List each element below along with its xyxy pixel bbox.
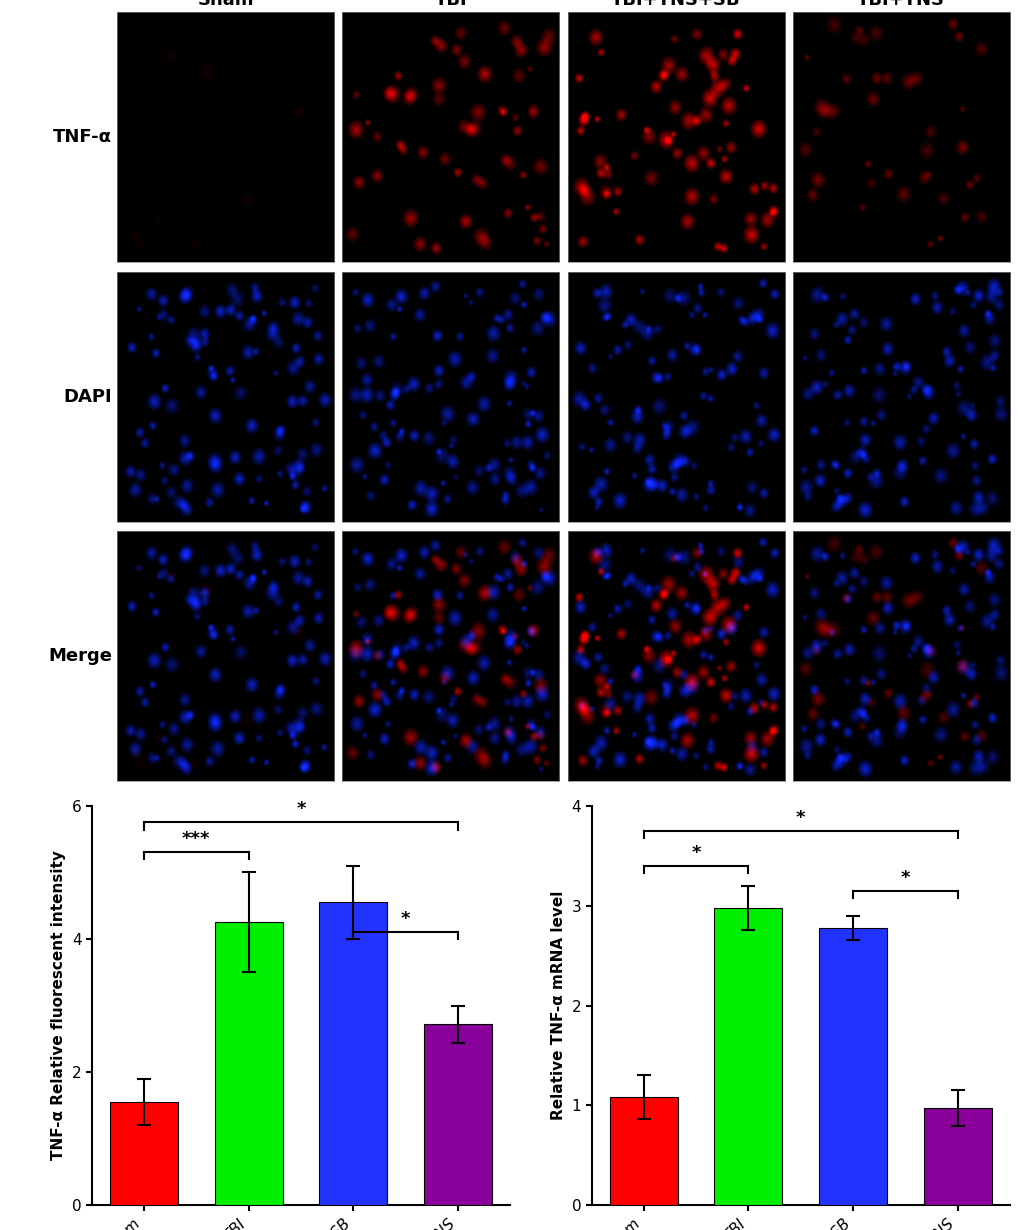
Text: ***: *** — [182, 830, 210, 849]
Y-axis label: TNF-α Relative fluorescent intensity: TNF-α Relative fluorescent intensity — [51, 851, 66, 1160]
Text: TBI+TNS+SB: TBI+TNS+SB — [610, 0, 740, 9]
Bar — [922, 1108, 990, 1205]
Text: TNF-α: TNF-α — [53, 128, 112, 146]
Text: *: * — [795, 808, 805, 827]
Bar — [609, 1097, 678, 1205]
Bar — [423, 1025, 491, 1205]
Text: *: * — [400, 910, 410, 929]
Text: TBI+TNS: TBI+TNS — [856, 0, 945, 9]
Text: Sham: Sham — [198, 0, 254, 9]
Bar — [319, 903, 387, 1205]
Text: Merge: Merge — [48, 647, 112, 665]
Text: TBI: TBI — [434, 0, 467, 9]
Text: DAPI: DAPI — [63, 387, 112, 406]
Bar — [110, 1102, 178, 1205]
Bar — [713, 908, 782, 1205]
Bar — [818, 927, 887, 1205]
Text: *: * — [900, 868, 909, 887]
Y-axis label: Relative TNF-α mRNA level: Relative TNF-α mRNA level — [550, 891, 566, 1121]
Text: *: * — [296, 801, 306, 818]
Bar — [214, 922, 282, 1205]
Text: *: * — [691, 844, 700, 861]
